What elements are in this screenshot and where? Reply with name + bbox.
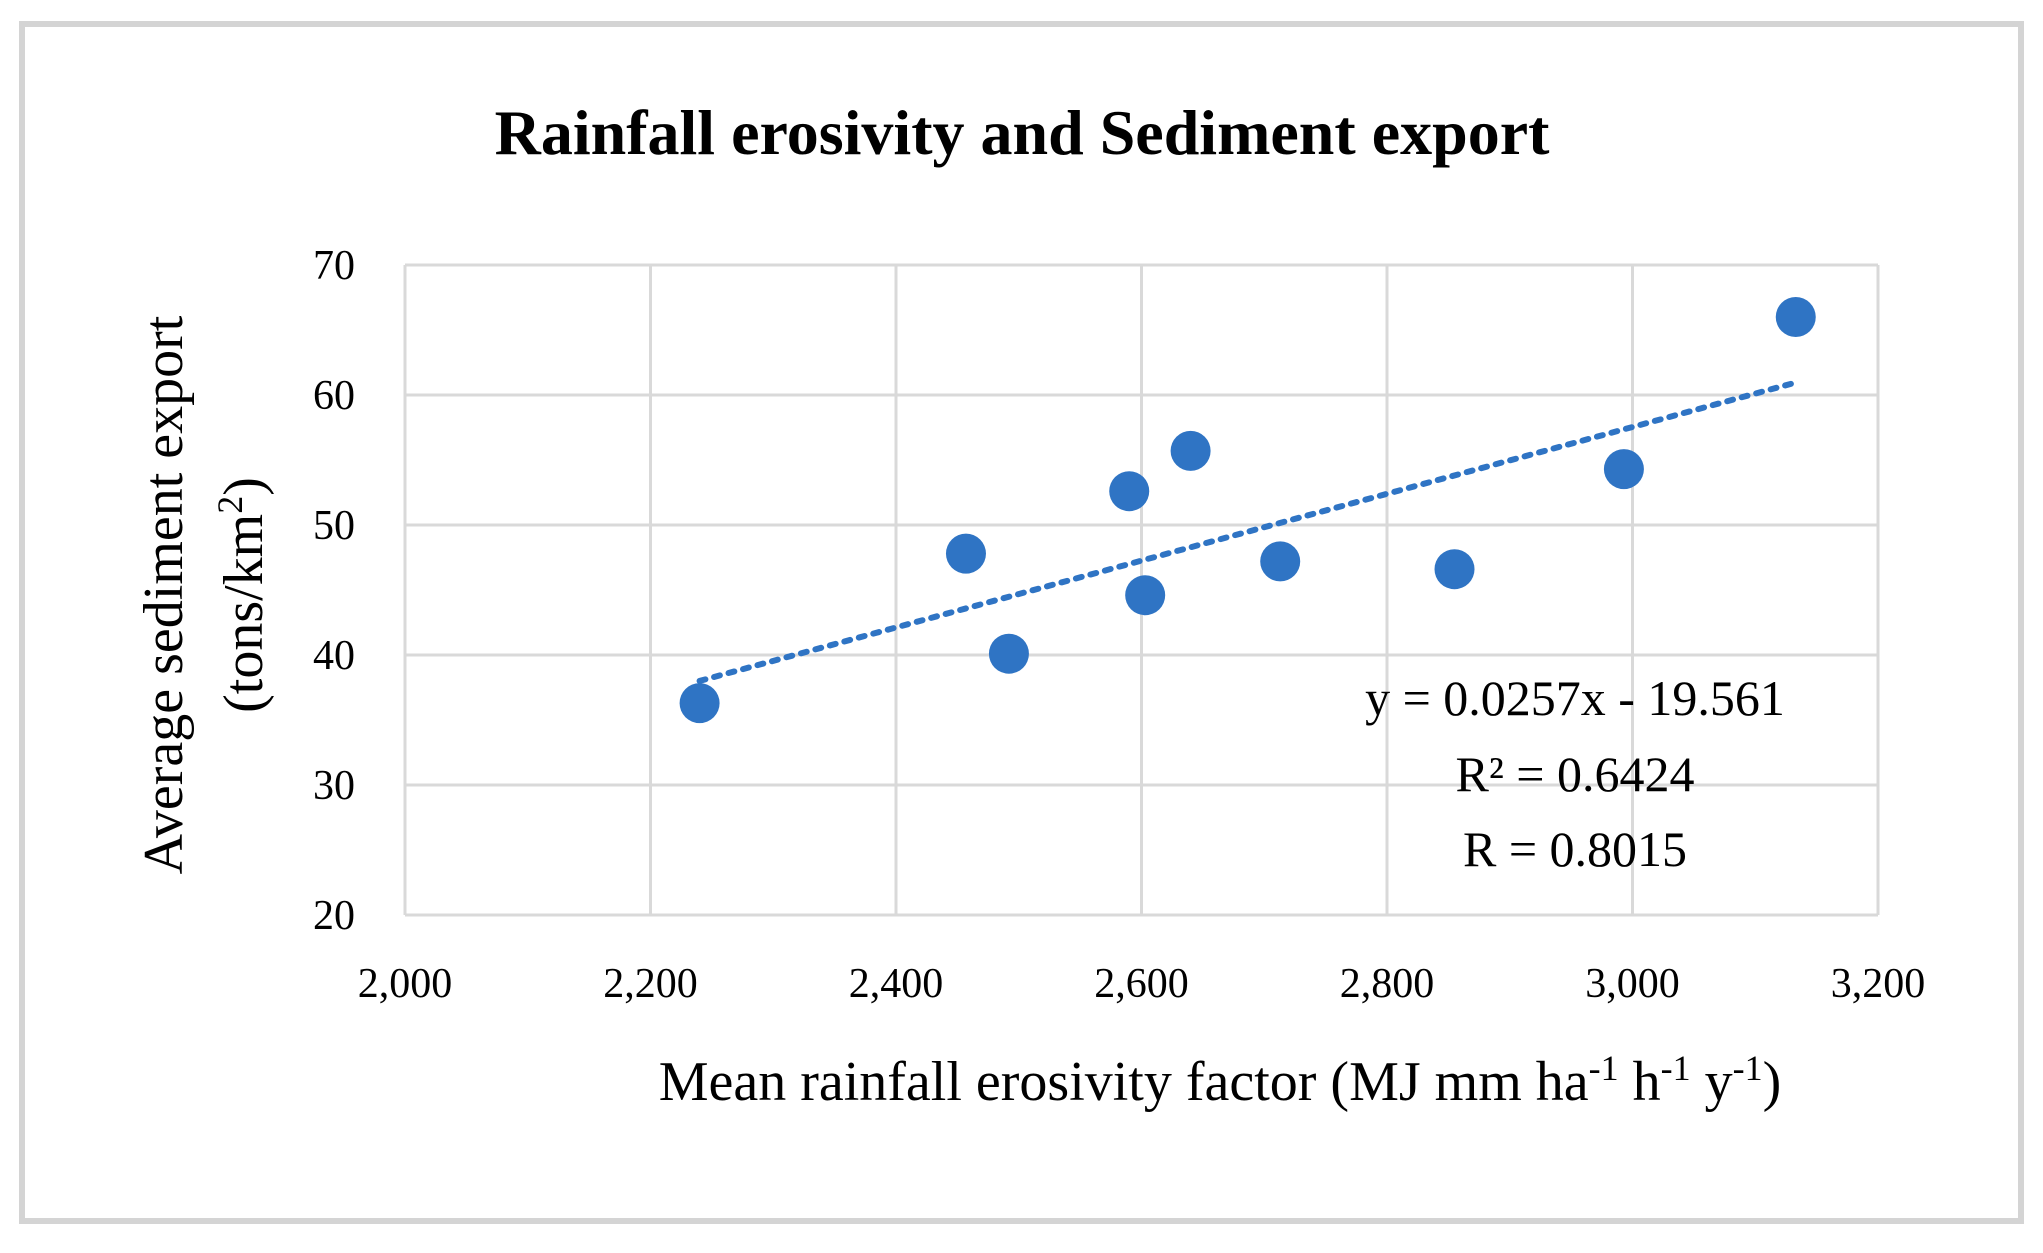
data-point: [1125, 575, 1166, 616]
y-tick-label: 50: [313, 503, 355, 549]
y-tick-label: 40: [313, 633, 355, 679]
y-tick-label: 30: [313, 763, 355, 809]
x-tick-label: 2,600: [1094, 961, 1189, 1007]
y-axis-title-line1: Average sediment export: [133, 315, 195, 874]
data-point: [1603, 449, 1644, 490]
x-tick-labels: 2,000 2,200 2,400 2,600 2,800 3,000 3,200: [358, 961, 1926, 1007]
y-tick-label: 70: [313, 243, 355, 289]
data-point: [945, 533, 986, 574]
x-tick-label: 2,800: [1340, 961, 1435, 1007]
y-tick-labels: 20 30 40 50 60 70: [313, 243, 355, 939]
x-axis-title: Mean rainfall erosivity factor (MJ mm ha…: [659, 1048, 1782, 1113]
trendline-group: [696, 379, 1799, 684]
y-axis-title-line2: (tons/km2): [210, 477, 275, 713]
data-point: [988, 633, 1029, 674]
data-points: [679, 297, 1816, 724]
data-point: [1434, 549, 1475, 590]
x-tick-label: 2,200: [603, 961, 698, 1007]
r-squared-label: R² = 0.6424: [1455, 746, 1694, 802]
regression-annotations: y = 0.0257x - 19.561 R² = 0.6424 R = 0.8…: [1365, 670, 1785, 877]
equation-label: y = 0.0257x - 19.561: [1365, 670, 1785, 726]
x-tick-label: 2,000: [358, 961, 453, 1007]
data-point: [1170, 430, 1211, 471]
data-point: [1109, 471, 1150, 512]
r-value-label: R = 0.8015: [1463, 821, 1687, 877]
data-point: [679, 683, 720, 724]
chart-border: [19, 21, 2024, 1224]
x-tick-label: 3,200: [1831, 961, 1926, 1007]
x-tick-label: 2,400: [849, 961, 944, 1007]
chart-title: Rainfall erosivity and Sediment export: [495, 97, 1551, 168]
grid-lines: [403, 263, 1880, 917]
y-tick-label: 60: [313, 373, 355, 419]
data-point: [1775, 297, 1816, 337]
trendline: [696, 379, 1799, 684]
data-point: [1260, 541, 1301, 582]
y-tick-label: 20: [313, 893, 355, 939]
x-tick-label: 3,000: [1585, 961, 1680, 1007]
